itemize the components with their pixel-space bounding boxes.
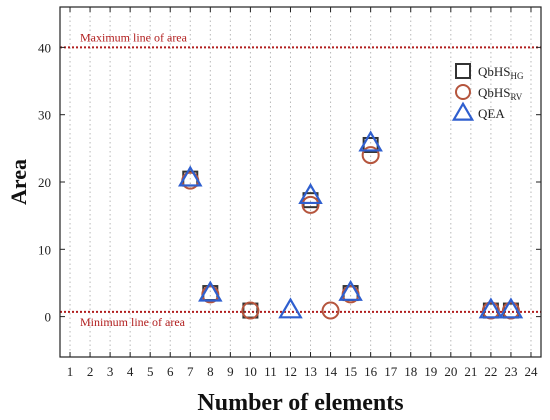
legend: QbHSHG QbHSRV QEA xyxy=(451,63,524,121)
grid xyxy=(69,7,532,357)
triangle-marker xyxy=(338,279,363,301)
triangle-marker xyxy=(278,297,303,319)
x-tick-label: 7 xyxy=(187,364,194,379)
legend-square-icon xyxy=(455,63,471,79)
triangle-marker xyxy=(198,280,223,302)
circle-marker xyxy=(501,301,520,320)
x-tick-label: 23 xyxy=(504,364,517,379)
triangle-marker xyxy=(178,165,203,187)
x-tick-label: 13 xyxy=(304,364,317,379)
legend-label: QEA xyxy=(478,106,505,121)
axis-ticks: 1 2 3 4 5 6 7 8 9 10 11 12 13 14 15 16 17 18 19 20 21 22 23 240… xyxy=(38,7,541,379)
plot-frame xyxy=(59,6,542,358)
x-axis-title: Number of elements xyxy=(197,390,403,416)
legend-label: QbHSHG xyxy=(478,64,524,81)
y-tick-label: 40 xyxy=(38,40,51,55)
x-tick-label: 5 xyxy=(147,364,154,379)
triangle-marker xyxy=(298,182,323,205)
x-tick-label: 12 xyxy=(284,364,297,379)
x-tick-label: 4 xyxy=(127,364,134,379)
x-tick-label: 1 xyxy=(67,364,74,379)
data-markers xyxy=(178,130,524,320)
x-tick-label: 3 xyxy=(107,364,114,379)
y-tick-label: 10 xyxy=(38,242,51,257)
x-tick-label: 2 xyxy=(87,364,94,379)
reference-line-label: Maximum line of area xyxy=(80,30,188,44)
x-tick-label: 14 xyxy=(324,364,338,379)
legend-subscript: RV xyxy=(511,92,523,102)
x-tick-label: 18 xyxy=(404,364,417,379)
x-tick-label: 16 xyxy=(364,364,378,379)
reference-lines: Maximum line of area Minimum line of area xyxy=(60,30,541,329)
triangle-marker xyxy=(478,297,504,319)
legend-label: QbHSRV xyxy=(478,85,523,102)
legend-circle-icon xyxy=(455,84,471,100)
x-tick-label: 19 xyxy=(424,364,437,379)
x-tick-label: 11 xyxy=(264,364,277,379)
x-tick-label: 15 xyxy=(344,364,357,379)
x-tick-label: 6 xyxy=(167,364,174,379)
circle-marker xyxy=(361,146,380,165)
reference-line-label: Minimum line of area xyxy=(80,315,186,329)
circle-marker xyxy=(241,301,260,320)
y-tick-label: 30 xyxy=(38,108,51,123)
y-tick-label: 20 xyxy=(38,175,51,190)
circle-marker xyxy=(301,195,320,214)
x-tick-label: 9 xyxy=(227,364,234,379)
square-marker xyxy=(242,302,259,319)
x-tick-label: 10 xyxy=(244,364,257,379)
x-tick-label: 22 xyxy=(484,364,497,379)
triangle-marker xyxy=(498,297,524,319)
circle-marker xyxy=(481,301,500,320)
triangle-marker xyxy=(358,130,383,152)
legend-triangle-icon xyxy=(451,101,475,121)
y-axis-title: Area xyxy=(6,159,31,205)
legend-subscript: HG xyxy=(511,71,524,81)
x-tick-label: 24 xyxy=(524,364,538,379)
circle-marker xyxy=(321,301,340,320)
x-tick-label: 21 xyxy=(464,364,477,379)
x-tick-label: 8 xyxy=(207,364,214,379)
square-marker xyxy=(482,302,499,319)
square-marker xyxy=(502,302,519,319)
x-tick-label: 20 xyxy=(444,364,457,379)
y-tick-label: 0 xyxy=(45,310,52,325)
x-tick-label: 17 xyxy=(384,364,398,379)
